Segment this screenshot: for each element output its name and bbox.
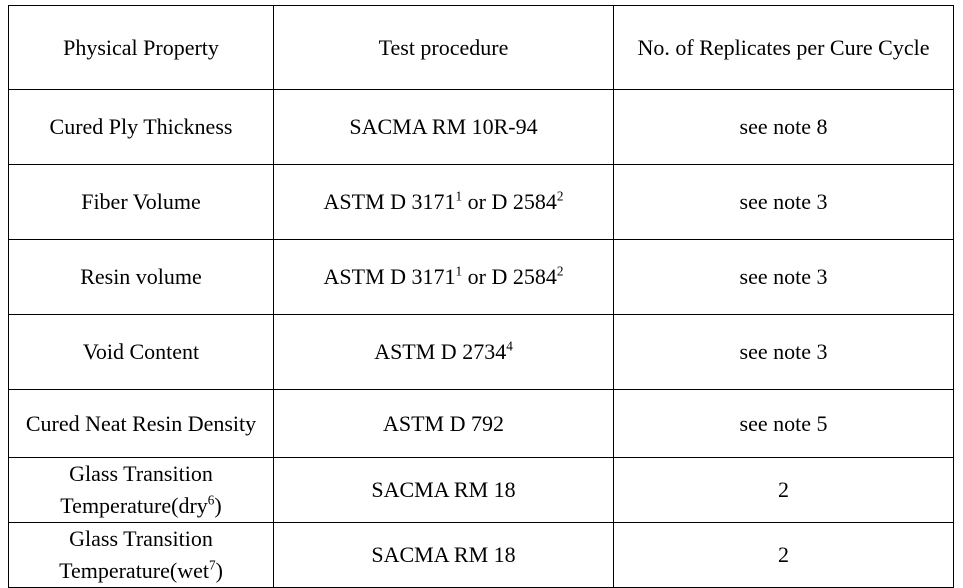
- col-header-0: Physical Property: [9, 6, 274, 90]
- procedure-cell: SACMA RM 10R-94: [274, 90, 614, 165]
- table-row: Fiber VolumeASTM D 31711 or D 25842see n…: [9, 165, 954, 240]
- table-row: Glass TransitionTemperature(dry6)SACMA R…: [9, 458, 954, 523]
- property-cell: Cured Ply Thickness: [9, 90, 274, 165]
- property-cell: Glass TransitionTemperature(dry6): [9, 458, 274, 523]
- property-cell: Fiber Volume: [9, 165, 274, 240]
- procedure-cell: SACMA RM 18: [274, 522, 614, 587]
- property-cell: Cured Neat Resin Density: [9, 390, 274, 458]
- replicates-cell: see note 8: [614, 90, 954, 165]
- procedure-cell: SACMA RM 18: [274, 458, 614, 523]
- col-header-1: Test procedure: [274, 6, 614, 90]
- procedure-cell: ASTM D 31711 or D 25842: [274, 240, 614, 315]
- procedure-cell: ASTM D 27344: [274, 315, 614, 390]
- table-row: Glass TransitionTemperature(wet7)SACMA R…: [9, 522, 954, 587]
- replicates-cell: see note 3: [614, 165, 954, 240]
- table-row: Cured Neat Resin DensityASTM D 792see no…: [9, 390, 954, 458]
- replicates-cell: see note 3: [614, 240, 954, 315]
- table-row: Void ContentASTM D 27344see note 3: [9, 315, 954, 390]
- procedure-cell: ASTM D 792: [274, 390, 614, 458]
- property-cell: Resin volume: [9, 240, 274, 315]
- property-cell: Void Content: [9, 315, 274, 390]
- col-header-2: No. of Replicates per Cure Cycle: [614, 6, 954, 90]
- property-cell: Glass TransitionTemperature(wet7): [9, 522, 274, 587]
- replicates-cell: see note 5: [614, 390, 954, 458]
- table-row: Cured Ply ThicknessSACMA RM 10R-94see no…: [9, 90, 954, 165]
- replicates-cell: see note 3: [614, 315, 954, 390]
- procedure-cell: ASTM D 31711 or D 25842: [274, 165, 614, 240]
- table-row: Resin volumeASTM D 31711 or D 25842see n…: [9, 240, 954, 315]
- table-header-row: Physical PropertyTest procedureNo. of Re…: [9, 6, 954, 90]
- physical-properties-table: Physical PropertyTest procedureNo. of Re…: [8, 5, 954, 588]
- replicates-cell: 2: [614, 522, 954, 587]
- replicates-cell: 2: [614, 458, 954, 523]
